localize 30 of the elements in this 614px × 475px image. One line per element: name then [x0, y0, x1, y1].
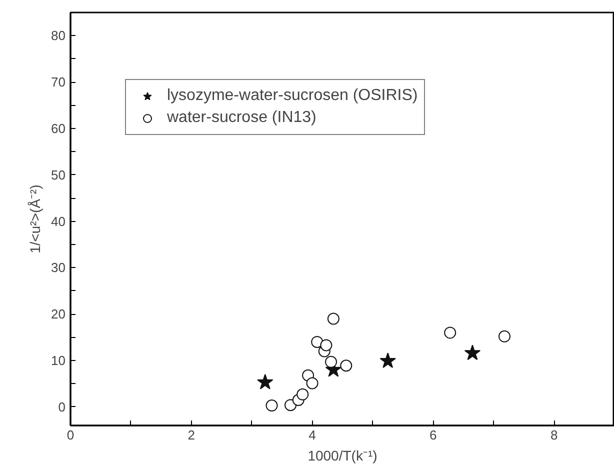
y-tick-label: 40	[51, 214, 66, 229]
y-tick-label: 0	[58, 399, 66, 414]
point	[498, 330, 510, 342]
point	[327, 312, 340, 325]
point	[444, 326, 456, 339]
point	[266, 400, 278, 412]
point	[380, 352, 396, 368]
x-tick-label: 2	[188, 428, 196, 442]
point	[257, 374, 274, 390]
y-tick-label: 80	[51, 28, 66, 44]
legend-label: water-sucrose (IN13)	[167, 109, 316, 127]
y-tick-label: 50	[51, 167, 66, 182]
point	[296, 388, 309, 400]
point	[325, 356, 338, 368]
point	[340, 360, 352, 372]
point	[320, 339, 332, 352]
y-tick-label: 60	[51, 121, 66, 136]
point	[306, 377, 318, 390]
x-axis-title: 1000/T(k⁻¹)	[308, 448, 378, 464]
x-tick-label: 6	[430, 428, 437, 442]
y-tick-label: 10	[51, 353, 66, 368]
y-tick-label: 30	[51, 260, 66, 276]
x-tick-label: 4	[308, 428, 316, 442]
y-tick-label: 20	[51, 306, 66, 322]
x-tick-label: 8	[550, 428, 558, 442]
point	[311, 336, 324, 348]
y-tick-label: 70	[51, 74, 66, 90]
point	[464, 344, 481, 360]
y-axis-title: 1/<u²>(Å⁻²)	[27, 184, 44, 254]
legend-label: lysozyme-water-sucrosen (OSIRIS)	[167, 87, 418, 105]
